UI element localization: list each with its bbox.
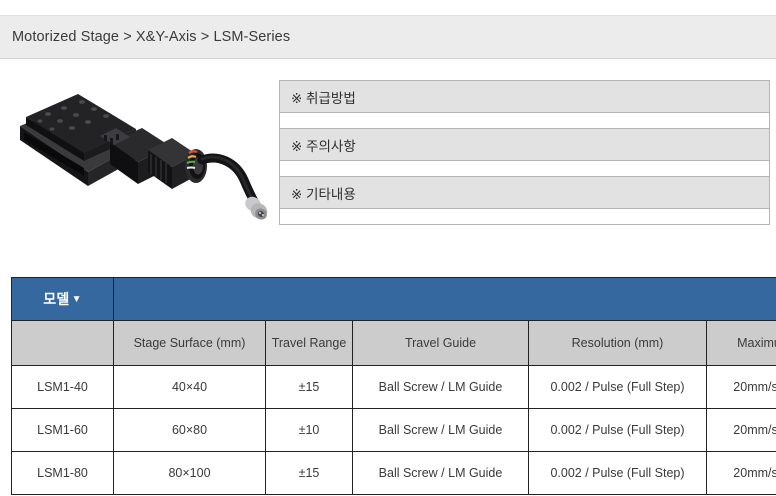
- chevron-down-icon[interactable]: ▼: [71, 294, 82, 305]
- spec-table-head: 모델 ▼ Stage Surface (mm) Travel Range Trav…: [11, 277, 776, 366]
- info-label-etc: ※ 기타내용: [279, 176, 770, 209]
- cell-stage-surface: 60×80: [113, 408, 266, 452]
- spec-table-container: 모델 ▼ Stage Surface (mm) Travel Range Trav…: [11, 277, 776, 495]
- cell-resolution: 0.002 / Pulse (Full Step): [528, 451, 707, 495]
- column-header-travel-range[interactable]: Travel Range: [265, 320, 353, 366]
- cell-maximum: 20mm/se: [705, 451, 776, 495]
- cell-travel-guide: Ball Screw / LM Guide: [352, 451, 529, 495]
- cell-model[interactable]: LSM1-80: [11, 451, 114, 495]
- cell-stage-surface: 40×40: [113, 365, 266, 409]
- breadcrumb[interactable]: Motorized Stage > X&Y-Axis > LSM-Series: [12, 29, 291, 45]
- product-image: [0, 78, 268, 226]
- table-row[interactable]: LSM1-40 40×40 ±15 Ball Screw / LM Guide …: [11, 365, 776, 409]
- info-value-row-caution: [279, 160, 770, 177]
- cell-maximum: 20mm/se: [705, 408, 776, 452]
- cell-travel-range: ±15: [265, 365, 353, 409]
- column-header-travel-guide[interactable]: Travel Guide: [352, 320, 529, 366]
- info-value-row-handling: [279, 112, 770, 129]
- cell-model[interactable]: LSM1-40: [11, 365, 114, 409]
- cell-model[interactable]: LSM1-60: [11, 408, 114, 452]
- column-header-stage-surface[interactable]: Stage Surface (mm): [113, 320, 266, 366]
- motorized-stage-illustration: [0, 78, 268, 226]
- cell-travel-range: ±10: [265, 408, 353, 452]
- info-label-row-caution: ※ 주의사항: [279, 128, 770, 161]
- blue-header-spacer: [112, 277, 776, 321]
- info-label-row-handling: ※ 취급방법: [279, 80, 770, 113]
- cell-maximum: 20mm/se: [705, 365, 776, 409]
- info-value-caution[interactable]: [279, 160, 770, 177]
- info-label-handling: ※ 취급방법: [279, 80, 770, 113]
- cell-stage-surface: 80×100: [113, 451, 266, 495]
- table-row[interactable]: LSM1-60 60×80 ±10 Ball Screw / LM Guide …: [11, 408, 776, 452]
- column-header-maximum[interactable]: Maximu: [705, 320, 776, 366]
- cell-travel-guide: Ball Screw / LM Guide: [352, 408, 529, 452]
- cell-travel-range: ±15: [265, 451, 353, 495]
- info-label-caution: ※ 주의사항: [279, 128, 770, 161]
- breadcrumb-bar: Motorized Stage > X&Y-Axis > LSM-Series: [0, 15, 776, 59]
- model-filter-label: 모델: [43, 291, 70, 307]
- cell-resolution: 0.002 / Pulse (Full Step): [528, 408, 707, 452]
- info-boxes-body: ※ 취급방법 ※ 주의사항 ※ 기타내용: [279, 80, 770, 225]
- column-header-model[interactable]: [11, 320, 114, 366]
- info-value-row-etc: [279, 208, 770, 225]
- spec-table-blue-header-row: 모델 ▼: [11, 277, 776, 321]
- info-boxes-table: ※ 취급방법 ※ 주의사항 ※ 기타내용: [279, 80, 770, 225]
- column-header-resolution[interactable]: Resolution (mm): [528, 320, 707, 366]
- cell-travel-guide: Ball Screw / LM Guide: [352, 365, 529, 409]
- info-value-handling[interactable]: [279, 112, 770, 129]
- spec-table-body: LSM1-40 40×40 ±15 Ball Screw / LM Guide …: [11, 365, 776, 495]
- model-filter-header[interactable]: 모델 ▼: [11, 277, 114, 321]
- spec-table-column-header-row: Stage Surface (mm) Travel Range Travel G…: [11, 320, 776, 366]
- table-row[interactable]: LSM1-80 80×100 ±15 Ball Screw / LM Guide…: [11, 451, 776, 495]
- spec-table: 모델 ▼ Stage Surface (mm) Travel Range Trav…: [11, 277, 776, 495]
- cell-resolution: 0.002 / Pulse (Full Step): [528, 365, 707, 409]
- info-value-etc[interactable]: [279, 208, 770, 225]
- info-label-row-etc: ※ 기타내용: [279, 176, 770, 209]
